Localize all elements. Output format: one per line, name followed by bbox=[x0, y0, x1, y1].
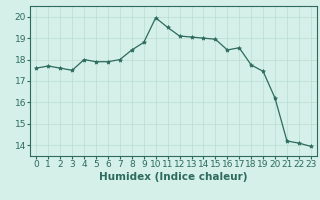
X-axis label: Humidex (Indice chaleur): Humidex (Indice chaleur) bbox=[99, 172, 248, 182]
